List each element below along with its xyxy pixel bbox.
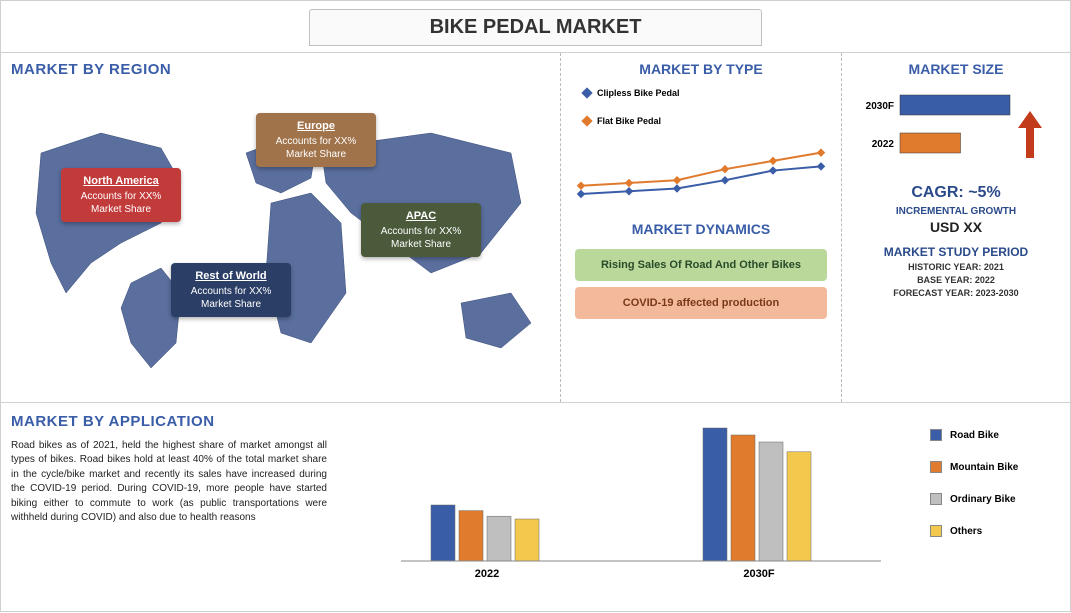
app-bar-2030F-road-bike xyxy=(703,428,727,561)
growth-arrow-icon xyxy=(1018,111,1042,158)
market-by-region-panel: MARKET BY REGION North AmericaAccounts f… xyxy=(1,53,561,402)
app-legend-others: Others xyxy=(930,525,1060,537)
app-bar-2022-road-bike xyxy=(431,505,455,561)
region-callout-europe: EuropeAccounts for XX%Market Share xyxy=(256,113,376,167)
application-title: MARKET BY APPLICATION xyxy=(11,411,327,433)
legend-swatch-icon xyxy=(930,525,942,537)
type-legend-clipless-bike-pedal: Clipless Bike Pedal xyxy=(597,88,680,98)
dynamics-box-1: COVID-19 affected production xyxy=(575,287,827,319)
application-bar-chart-wrap: 2022 2030F xyxy=(341,411,930,605)
app-group-label-2030F: 2030F xyxy=(743,568,774,580)
legend-label: Road Bike xyxy=(950,430,999,441)
legend-label: Mountain Bike xyxy=(950,462,1018,473)
study-forecast: FORECAST YEAR: 2023-2030 xyxy=(848,288,1064,298)
incremental-growth-value: USD XX xyxy=(848,219,1064,235)
application-text-block: MARKET BY APPLICATION Road bikes as of 2… xyxy=(11,411,341,605)
top-row: MARKET BY REGION North AmericaAccounts f… xyxy=(1,53,1070,403)
application-legend: Road Bike Mountain Bike Ordinary Bike Other… xyxy=(930,411,1060,605)
size-bar-label-2022: 2022 xyxy=(872,139,895,150)
application-paragraph: Road bikes as of 2021, held the highest … xyxy=(11,439,327,526)
type-legend-flat-bike-pedal: Flat Bike Pedal xyxy=(597,116,661,126)
legend-label: Others xyxy=(950,526,982,537)
title-text: BIKE PEDAL MARKET xyxy=(309,9,763,46)
market-by-application-panel: MARKET BY APPLICATION Road bikes as of 2… xyxy=(1,403,1070,613)
legend-label: Ordinary Bike xyxy=(950,494,1016,505)
region-callout-north-america: North AmericaAccounts for XX%Market Shar… xyxy=(61,168,181,222)
app-group-label-2022: 2022 xyxy=(475,568,499,580)
app-bar-2030F-ordinary-bike xyxy=(759,442,783,561)
type-line-chart: Clipless Bike Pedal Flat Bike Pedal xyxy=(571,83,831,213)
size-title: MARKET SIZE xyxy=(848,61,1064,77)
app-bar-2030F-mountain-bike xyxy=(731,435,755,561)
app-bar-2022-ordinary-bike xyxy=(487,516,511,561)
market-by-type-dynamics-panel: MARKET BY TYPE Clipless Bike Pedal Flat B… xyxy=(561,53,842,402)
size-bar-chart: 2030F 2022 xyxy=(856,83,1056,173)
region-callout-apac: APACAccounts for XX%Market Share xyxy=(361,203,481,257)
dynamics-title: MARKET DYNAMICS xyxy=(571,221,831,237)
market-size-panel: MARKET SIZE 2030F 2022 CAGR: ~5% INCREMEN… xyxy=(842,53,1070,402)
study-period-label: MARKET STUDY PERIOD xyxy=(848,245,1064,259)
app-bar-2022-mountain-bike xyxy=(459,511,483,561)
legend-swatch-icon xyxy=(930,493,942,505)
legend-swatch-icon xyxy=(930,429,942,441)
region-callout-rest-of-world: Rest of WorldAccounts for XX%Market Shar… xyxy=(171,263,291,317)
app-bar-2022-others xyxy=(515,519,539,561)
application-bar-chart: 2022 2030F xyxy=(341,411,901,591)
region-title: MARKET BY REGION xyxy=(11,61,550,78)
study-base: BASE YEAR: 2022 xyxy=(848,275,1064,285)
cagr-value: CAGR: ~5% xyxy=(848,184,1064,202)
dynamics-box-0: Rising Sales Of Road And Other Bikes xyxy=(575,249,827,281)
page-title: BIKE PEDAL MARKET xyxy=(1,1,1070,53)
incremental-growth-label: INCREMENTAL GROWTH xyxy=(848,206,1064,217)
app-legend-ordinary-bike: Ordinary Bike xyxy=(930,493,1060,505)
study-historic: HISTORIC YEAR: 2021 xyxy=(848,262,1064,272)
type-title: MARKET BY TYPE xyxy=(571,61,831,77)
legend-swatch-icon xyxy=(930,461,942,473)
size-bar-label-2030F: 2030F xyxy=(866,101,894,112)
app-legend-mountain-bike: Mountain Bike xyxy=(930,461,1060,473)
app-bar-2030F-others xyxy=(787,452,811,561)
app-legend-road-bike: Road Bike xyxy=(930,429,1060,441)
